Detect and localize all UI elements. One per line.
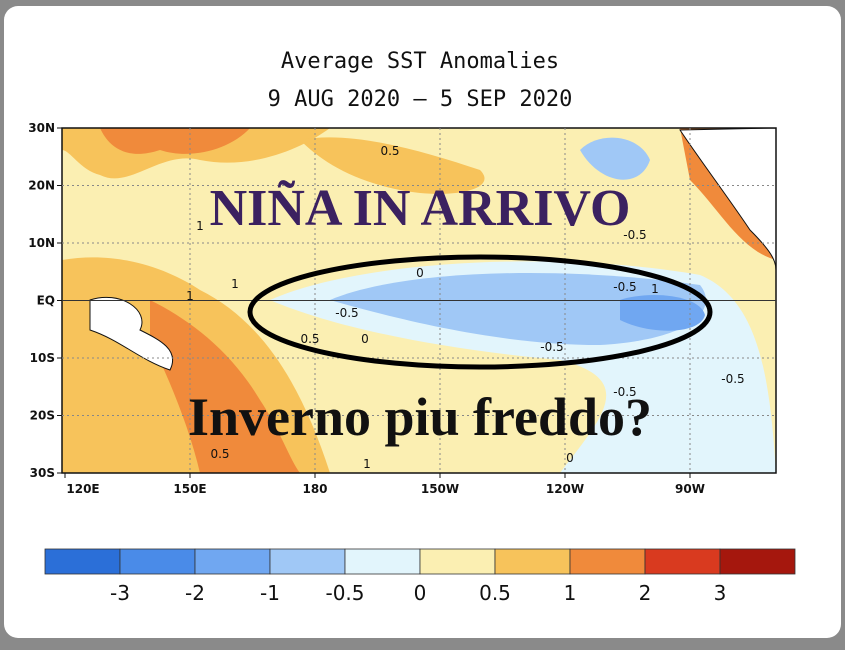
lat-label: 10N — [28, 236, 55, 250]
highlight-ellipse — [247, 254, 713, 370]
lon-label: 180 — [302, 482, 327, 496]
subtitle: 9 AUG 2020 – 5 SEP 2020 — [268, 87, 573, 112]
contour-label: -0.5 — [540, 340, 563, 354]
lat-label: 20S — [30, 409, 55, 423]
colorbar-swatch — [44, 548, 121, 575]
contour-label: -0.5 — [721, 372, 744, 386]
lon-label: 120W — [546, 482, 584, 496]
contour-label: -0.5 — [613, 385, 636, 399]
contour-label: 0 — [361, 332, 369, 346]
colorbar-swatch — [344, 548, 421, 575]
colorbar-tick-label: 1 — [564, 581, 577, 605]
contour-label: -0.5 — [623, 228, 646, 242]
colorbar-tick-label: 0.5 — [479, 581, 511, 605]
headline: NIÑA IN ARRIVO — [210, 179, 631, 237]
contour-label: 0.5 — [210, 447, 229, 461]
colorbar-tick-label: -0.5 — [325, 581, 364, 605]
colorbar-swatch — [644, 548, 721, 575]
colorbar-tick-label: 2 — [639, 581, 652, 605]
colorbar-swatch — [194, 548, 271, 575]
contour-label: -0.5 — [335, 306, 358, 320]
colorbar-tick-label: -3 — [110, 581, 130, 605]
contour-label: 1 — [196, 219, 204, 233]
lon-label: 90W — [675, 482, 705, 496]
lon-label: 150E — [173, 482, 206, 496]
lat-label: 30S — [30, 466, 55, 480]
colorbar-tick-label: -2 — [185, 581, 205, 605]
lat-label: 10S — [30, 351, 55, 365]
colorbar-swatch — [569, 548, 646, 575]
colorbar-tick-label: 0 — [414, 581, 427, 605]
cool-area — [330, 273, 706, 345]
land — [89, 296, 174, 371]
warm-area — [300, 137, 485, 194]
colorbar-swatch — [269, 548, 346, 575]
lon-label: 150W — [421, 482, 459, 496]
caption: Inverno piu freddo? — [188, 387, 652, 447]
colorbar-swatch — [419, 548, 496, 575]
lat-label: 20N — [28, 179, 55, 193]
warm-area — [150, 300, 300, 473]
lon-label: 120E — [66, 482, 99, 496]
colorbar-swatch — [494, 548, 571, 575]
contour-label: -0.5 — [613, 280, 636, 294]
contour-label: 1 — [363, 457, 371, 471]
contour-label: 1 — [231, 277, 239, 291]
colorbar-tick-label: 3 — [714, 581, 727, 605]
contour-label: 0 — [566, 451, 574, 465]
title: Average SST Anomalies — [281, 49, 559, 74]
colorbar-tick-label: -1 — [260, 581, 280, 605]
warm-area — [100, 128, 250, 154]
contour-label: 1 — [651, 282, 659, 296]
colorbar-swatch — [719, 548, 796, 575]
lat-label: 30N — [28, 121, 55, 135]
cool-area — [580, 137, 650, 180]
contour-label: 0 — [416, 266, 424, 280]
colorbar-swatch — [119, 548, 196, 575]
contour-label: 0.5 — [300, 332, 319, 346]
lat-label: EQ — [37, 294, 55, 308]
cool-area — [620, 295, 705, 331]
contour-label: 1 — [186, 289, 194, 303]
contour-label: 0.5 — [380, 144, 399, 158]
